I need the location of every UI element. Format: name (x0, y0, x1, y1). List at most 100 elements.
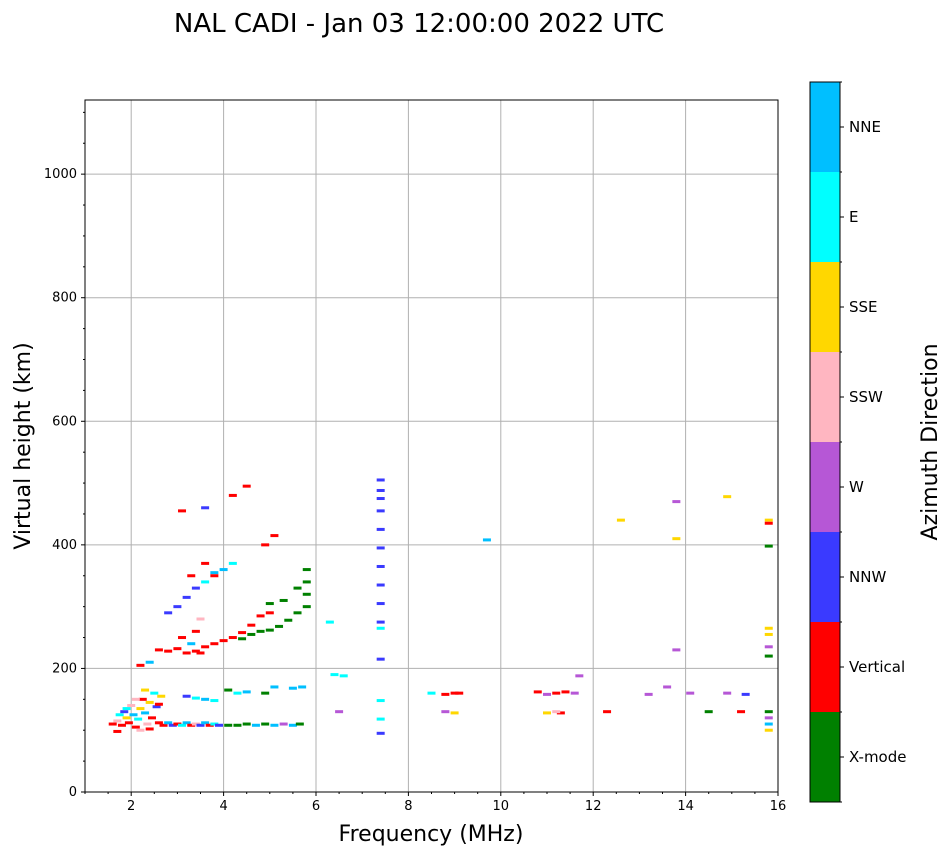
data-point (233, 723, 242, 727)
data-point (127, 704, 136, 707)
data-point (210, 699, 219, 703)
data-point (330, 673, 339, 677)
data-point (141, 711, 150, 715)
y-tick-label: 200 (52, 661, 77, 676)
data-point (302, 605, 311, 609)
data-point (672, 537, 681, 541)
data-point (261, 691, 270, 695)
data-point (242, 484, 251, 488)
data-point (293, 586, 302, 590)
data-point (115, 713, 124, 717)
data-point (376, 497, 385, 501)
data-point (143, 722, 152, 726)
data-point (145, 727, 154, 731)
colorbar-swatch (810, 352, 840, 442)
data-point (552, 710, 561, 714)
data-point (145, 700, 154, 704)
data-point (154, 721, 163, 725)
data-point (441, 710, 450, 714)
data-point (663, 685, 672, 689)
y-axis-ticks: 0 200 400 600 800 1000 (44, 111, 85, 800)
data-point (122, 707, 131, 711)
data-point (154, 702, 163, 706)
data-point (201, 580, 210, 584)
colorbar-tick-label: X-mode (849, 748, 906, 766)
data-point (616, 518, 625, 522)
grid-lines (85, 100, 779, 793)
data-point (247, 623, 256, 627)
data-point (124, 721, 133, 725)
x-tick-label: 10 (493, 799, 510, 814)
data-point (210, 722, 219, 726)
data-point (279, 722, 288, 726)
data-point (556, 711, 565, 715)
data-point (672, 648, 681, 652)
data-point (265, 602, 274, 606)
colorbar-tick-label: Vertical (849, 658, 905, 676)
data-point (764, 521, 773, 525)
data-point (376, 657, 385, 661)
x-tick-label: 4 (219, 799, 227, 814)
data-point (129, 713, 138, 717)
data-point (543, 692, 551, 696)
y-tick-label: 1000 (44, 167, 77, 182)
data-point (251, 723, 260, 727)
data-point (570, 691, 579, 695)
data-point (325, 620, 334, 624)
data-point (764, 544, 773, 548)
data-point (672, 500, 681, 504)
colorbar-swatch (810, 262, 840, 352)
data-point (376, 731, 385, 735)
data-point (164, 649, 173, 653)
data-point (704, 710, 713, 714)
y-tick-label: 400 (52, 538, 77, 553)
colorbar-label: Azimuth Direction (918, 343, 943, 540)
colorbar-tick-label: SSW (849, 388, 883, 406)
colorbar-swatch (810, 172, 840, 262)
data-point (450, 711, 459, 715)
y-tick-label: 600 (52, 414, 77, 429)
x-tick-label: 14 (677, 799, 694, 814)
data-point (242, 690, 251, 694)
data-point (187, 642, 196, 646)
data-point (136, 663, 145, 667)
data-point (150, 691, 159, 695)
data-point (173, 605, 182, 609)
data-point (723, 691, 732, 695)
data-point (376, 509, 385, 513)
data-point (737, 710, 746, 714)
data-point (376, 583, 385, 587)
data-point (159, 723, 168, 727)
data-point (764, 722, 773, 726)
colorbar-tick-label: W (849, 478, 864, 496)
data-point (275, 624, 284, 628)
data-point (288, 686, 297, 690)
data-point (376, 546, 385, 550)
data-point (191, 586, 200, 590)
y-axis-label: Virtual height (km) (11, 342, 36, 549)
data-point (154, 648, 163, 652)
data-point (113, 719, 122, 723)
colorbar-swatch (810, 712, 840, 802)
data-point (238, 631, 247, 635)
colorbar-tick-label: NNW (849, 568, 886, 586)
data-point (178, 723, 187, 727)
data-point (173, 722, 182, 726)
data-point (339, 674, 348, 678)
data-point (335, 710, 344, 714)
data-point (224, 723, 233, 727)
data-point (764, 716, 773, 720)
data-point (120, 710, 129, 714)
colorbar-swatch (810, 622, 840, 712)
data-point (288, 723, 297, 727)
data-point (256, 614, 265, 618)
data-point (196, 617, 205, 621)
data-point (136, 728, 145, 732)
colorbar-swatch (810, 532, 840, 622)
data-point (191, 629, 200, 633)
data-point (575, 674, 584, 678)
y-tick-label: 0 (69, 785, 77, 800)
data-point (187, 723, 196, 727)
data-point (533, 690, 542, 694)
data-point (376, 478, 385, 482)
